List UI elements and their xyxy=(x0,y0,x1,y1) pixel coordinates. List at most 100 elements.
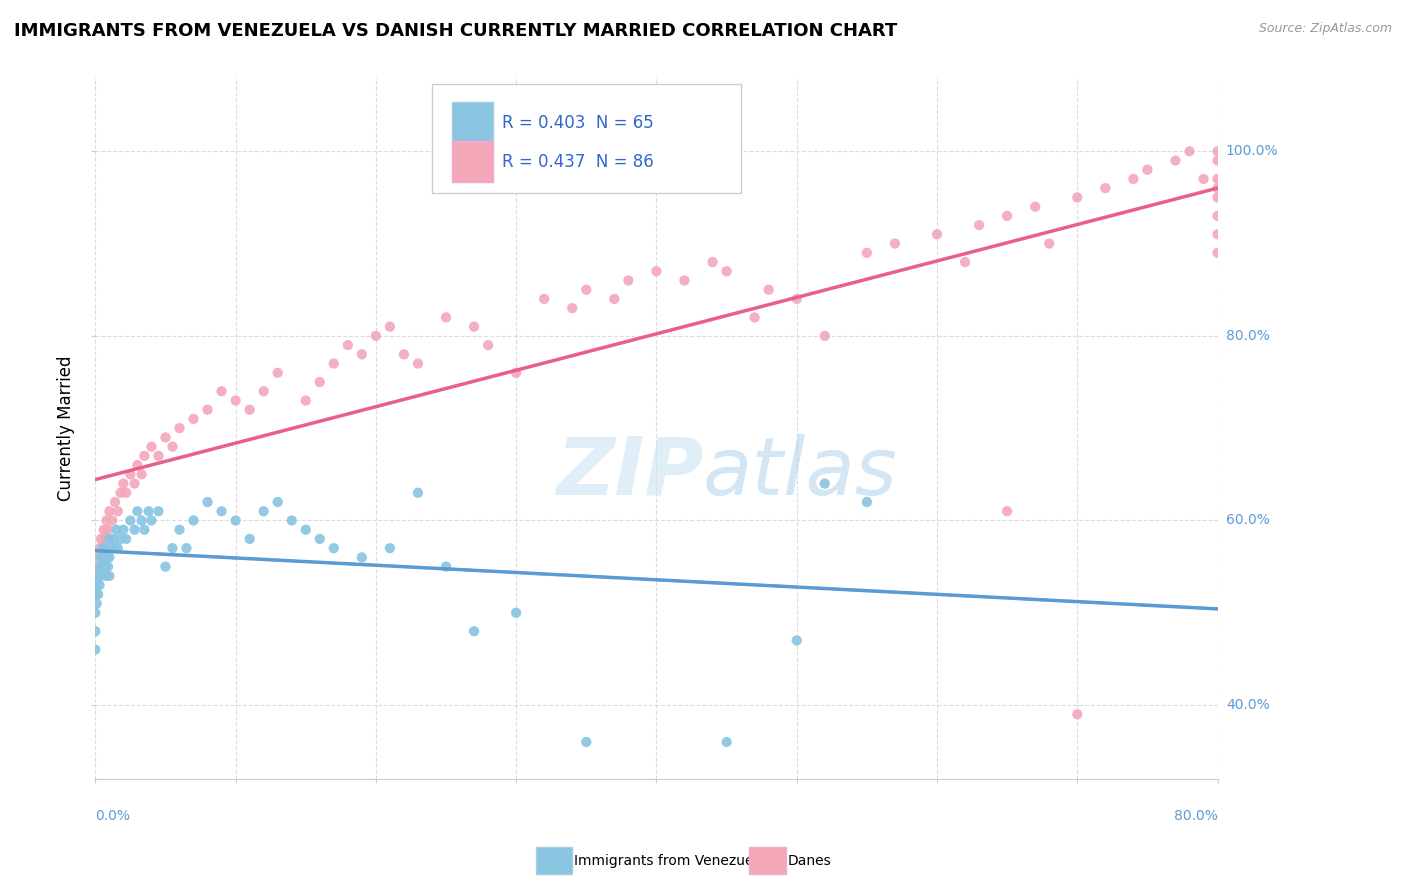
Point xyxy=(225,514,247,528)
Point xyxy=(91,541,114,556)
Point xyxy=(1206,172,1229,186)
Point xyxy=(1206,145,1229,159)
Text: atlas: atlas xyxy=(703,434,898,512)
Point xyxy=(308,532,330,546)
Point xyxy=(211,504,233,518)
Point xyxy=(925,227,948,242)
Point xyxy=(995,209,1018,223)
Point xyxy=(112,523,135,537)
Point xyxy=(266,495,288,509)
Point xyxy=(1192,172,1215,186)
Point xyxy=(115,485,138,500)
Point xyxy=(505,366,527,380)
Point xyxy=(127,458,149,472)
Point xyxy=(89,541,111,556)
Point xyxy=(239,402,262,417)
Point xyxy=(124,476,146,491)
Point xyxy=(603,292,626,306)
Point xyxy=(1206,190,1229,204)
Point xyxy=(434,310,457,325)
Point xyxy=(702,255,724,269)
Point xyxy=(90,569,112,583)
Point xyxy=(101,541,124,556)
Text: 80.0%: 80.0% xyxy=(1174,809,1218,823)
Point xyxy=(378,319,401,334)
Point xyxy=(967,218,990,232)
Point xyxy=(96,569,118,583)
Point xyxy=(1206,209,1229,223)
Point xyxy=(814,476,837,491)
Point xyxy=(141,440,163,454)
Point xyxy=(105,523,128,537)
Point xyxy=(1094,181,1116,195)
Point xyxy=(617,273,640,287)
Point xyxy=(94,532,117,546)
Point xyxy=(176,541,198,556)
Point xyxy=(758,283,780,297)
Point xyxy=(716,735,738,749)
Point xyxy=(87,550,110,565)
Point xyxy=(406,357,429,371)
Point xyxy=(96,550,118,565)
Point xyxy=(89,578,111,592)
Point xyxy=(1038,236,1060,251)
Point xyxy=(87,587,110,601)
Point xyxy=(197,402,219,417)
Text: Danes: Danes xyxy=(787,854,831,868)
Point xyxy=(280,514,302,528)
Point xyxy=(103,532,125,546)
Text: 40.0%: 40.0% xyxy=(1226,698,1270,712)
Point xyxy=(1206,245,1229,260)
Point xyxy=(91,559,114,574)
Point xyxy=(155,559,177,574)
FancyBboxPatch shape xyxy=(453,103,492,144)
Point xyxy=(169,523,191,537)
Point xyxy=(155,430,177,444)
Point xyxy=(84,606,107,620)
Point xyxy=(1178,145,1201,159)
Point xyxy=(93,550,115,565)
Point xyxy=(211,384,233,399)
Point xyxy=(90,550,112,565)
Point xyxy=(84,569,107,583)
Point xyxy=(225,393,247,408)
Point xyxy=(1024,200,1046,214)
Point xyxy=(162,541,184,556)
Point xyxy=(107,504,129,518)
Point xyxy=(94,559,117,574)
Point xyxy=(378,541,401,556)
Point xyxy=(856,495,879,509)
Point xyxy=(90,532,112,546)
Point xyxy=(995,504,1018,518)
Point xyxy=(115,532,138,546)
Point xyxy=(392,347,415,361)
Point xyxy=(477,338,499,352)
Point xyxy=(575,735,598,749)
Point xyxy=(434,559,457,574)
Point xyxy=(84,587,107,601)
Point xyxy=(98,569,121,583)
Point xyxy=(253,384,276,399)
Y-axis label: Currently Married: Currently Married xyxy=(58,355,75,501)
Text: R = 0.437  N = 86: R = 0.437 N = 86 xyxy=(502,153,654,170)
Point xyxy=(1206,181,1229,195)
Point xyxy=(86,578,108,592)
Point xyxy=(84,587,107,601)
Text: 100.0%: 100.0% xyxy=(1226,145,1278,158)
Point xyxy=(336,338,359,352)
Point xyxy=(93,523,115,537)
FancyBboxPatch shape xyxy=(432,85,741,194)
Point xyxy=(645,264,668,278)
Point xyxy=(86,559,108,574)
Point xyxy=(1066,707,1088,722)
Point xyxy=(112,476,135,491)
Point xyxy=(89,559,111,574)
Point xyxy=(533,292,555,306)
Point xyxy=(148,504,170,518)
Point xyxy=(120,467,142,482)
Point xyxy=(308,375,330,389)
Text: 80.0%: 80.0% xyxy=(1226,329,1270,343)
Text: 60.0%: 60.0% xyxy=(1226,514,1270,527)
Point xyxy=(98,532,121,546)
Point xyxy=(406,485,429,500)
